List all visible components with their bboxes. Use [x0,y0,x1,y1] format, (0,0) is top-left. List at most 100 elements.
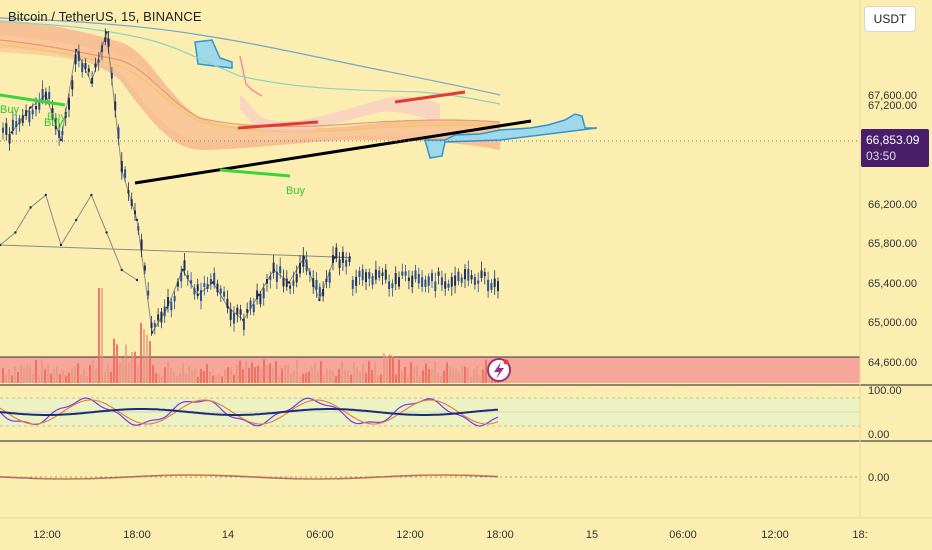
candle-body [404,271,407,276]
time-tick-label: 15 [586,529,598,541]
volume-bar [170,368,172,383]
volume-bar [218,373,220,383]
volume-bar [365,372,367,383]
candle-body [497,281,499,292]
ma-fast [0,44,501,133]
volume-bar [425,363,427,383]
candle-body [193,288,196,295]
volume-bar [398,359,400,383]
time-tick-label: 12:00 [761,529,789,541]
volume-bar [296,359,298,383]
time-tick-label: 06:00 [306,529,334,541]
price-point [303,256,306,259]
candle-body [285,278,288,287]
chart-title: Bitcoin / TetherUS, 15, BINANCE [8,9,202,24]
volume-bar [395,374,397,383]
currency-button[interactable]: USDT [864,6,916,32]
volume-bar [239,360,241,383]
price-point [181,268,184,272]
candle-body [153,323,156,327]
volume-bar [467,368,469,383]
volume-bar [41,359,43,383]
volume-bar [53,368,55,383]
volume-bar [311,366,313,383]
volume-bar [161,375,163,383]
candle-body [447,283,450,288]
price-tick-label: 65,400.00 [868,278,917,290]
time-tick-label: 12:00 [33,529,61,541]
candle-body [11,119,14,131]
oscillator-tick-label: 100.00 [868,385,902,397]
volume-bar [8,369,10,383]
volume-bar [434,361,436,383]
ma-mid [0,21,501,105]
candle-body [315,279,318,290]
candle-body [219,288,222,294]
macd-pane [0,474,860,480]
candle-body [176,281,179,287]
candle-body [68,98,70,110]
support-trendline [134,119,532,185]
volume-bar [23,368,25,383]
volume-bar [110,372,112,383]
candle-body [275,271,278,282]
volume-bar [284,365,286,383]
volume-bar [92,359,94,383]
lightning-icon[interactable] [487,358,511,382]
bar-countdown: 03:50 [866,149,897,163]
candle-body [454,275,457,286]
volume-bar [221,376,223,383]
volume-bar [272,367,274,383]
price-point [120,268,124,272]
volume-bar [473,368,475,383]
volume-bar [290,373,292,383]
volume-bar [242,368,244,383]
candle-body [345,260,348,267]
candle-body [292,280,295,286]
volume-bar [89,364,91,383]
volume-bar [74,366,76,383]
candle-body [190,280,193,284]
volume-bar [341,360,343,383]
volume-bar [158,373,160,383]
candle-body [223,291,226,297]
volume-bar [137,366,139,383]
candle-body [143,265,146,271]
candle-body [302,255,305,267]
volume-bar [5,374,7,383]
volume-bar [251,362,253,383]
candle-body [361,269,364,281]
volume-bar [155,372,157,383]
volume-bar [314,362,316,383]
volume-bar [329,369,331,383]
price-point [348,256,351,259]
candle-body [318,287,321,297]
last-price-tag: 66,853.09 03:50 [861,129,929,167]
volume-bar [260,369,262,383]
volume-bar [344,369,346,383]
price-point [10,131,13,134]
candle-body [97,59,100,63]
candle-body [384,269,387,280]
candle-body [348,258,351,262]
price-point [44,193,47,197]
candle-body [365,272,367,283]
volume-bar [119,362,121,383]
candle-body [440,277,443,286]
candle-body [5,123,8,135]
price-tick-label: 65,000.00 [868,317,917,329]
notification-dot [503,359,509,365]
candle-body [493,278,496,288]
volume-bar [203,370,205,383]
candle-body [368,272,371,279]
volume-bar [368,361,370,383]
candle-body [480,270,483,279]
volume-bar [35,360,37,383]
candle-body [424,279,427,287]
volume-bar [191,369,193,383]
volume-bar [122,357,124,383]
candle-body [74,54,77,65]
lightning-bolt [494,362,504,379]
